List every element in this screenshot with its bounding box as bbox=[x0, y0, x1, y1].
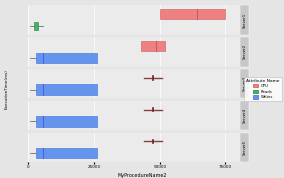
Text: ExecutionTime(ms): ExecutionTime(ms) bbox=[5, 69, 9, 109]
FancyBboxPatch shape bbox=[240, 133, 249, 162]
Bar bbox=[36, 116, 97, 127]
Bar bbox=[34, 22, 37, 30]
Legend: CPU, Reads, Writes: CPU, Reads, Writes bbox=[245, 77, 282, 101]
FancyBboxPatch shape bbox=[240, 37, 249, 67]
FancyBboxPatch shape bbox=[240, 69, 249, 98]
Text: Server1: Server1 bbox=[243, 12, 247, 28]
FancyBboxPatch shape bbox=[240, 5, 249, 35]
Bar bbox=[36, 84, 97, 95]
Text: MyProcedureName2: MyProcedureName2 bbox=[117, 173, 167, 178]
Text: Server4: Server4 bbox=[243, 108, 247, 123]
Bar bbox=[160, 9, 225, 19]
FancyBboxPatch shape bbox=[240, 101, 249, 130]
Bar bbox=[36, 53, 97, 63]
Text: Server2: Server2 bbox=[243, 44, 247, 59]
Text: Server5: Server5 bbox=[243, 140, 247, 155]
Text: Server3: Server3 bbox=[243, 76, 247, 91]
Bar bbox=[141, 41, 165, 51]
Bar bbox=[36, 148, 97, 158]
